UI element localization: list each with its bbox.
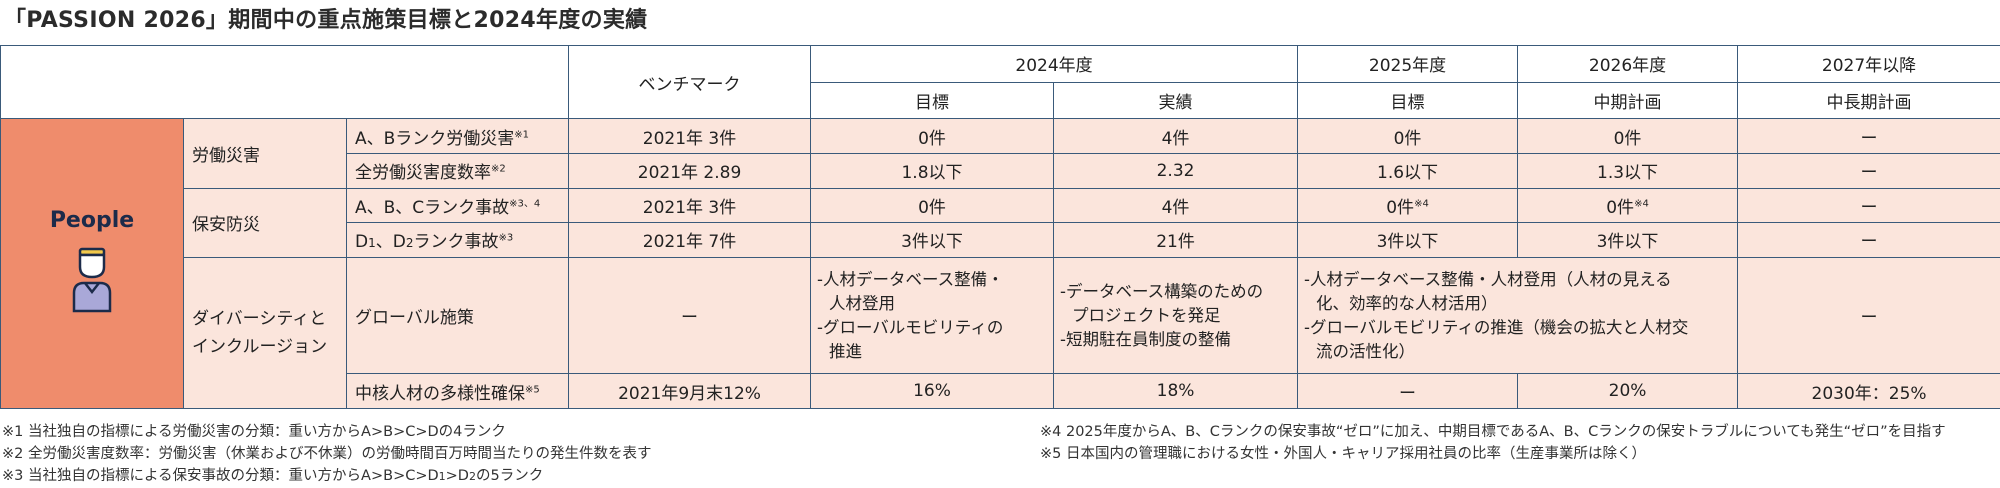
plan-2027-value: ー (1738, 257, 2000, 374)
benchmark-value: 2021年 7件 (569, 223, 811, 258)
table-row: People 労働災害 A、Bランク労働災害※1 2021年 3件 0件 4件 … (1, 119, 2000, 154)
actual-2024-value: 4件 (1054, 119, 1298, 154)
header-fy2026: 2026年度 (1518, 46, 1738, 83)
actual-2024-text: -データベース構築のためのプロジェクトを発足-短期駐在員制度の整備 (1054, 257, 1298, 374)
footnote-5: ※5 日本国内の管理職における女性・外国人・キャリア採用社員の比率（生産事業所は… (1040, 443, 1646, 465)
group-security: 保安防災 (184, 188, 347, 257)
footnote-1: ※1 当社独自の指標による労働災害の分類：重い方からA>B>C>Dの4ランク (2, 421, 506, 443)
plan-2027-value: ー (1738, 119, 2000, 154)
benchmark-value: 2021年 2.89 (569, 154, 811, 189)
actual-2024-value: 4件 (1054, 188, 1298, 223)
plan-2027-value: ー (1738, 154, 2000, 189)
target-2025-value: 0件 (1298, 119, 1518, 154)
footnote-2: ※2 全労働災害度数率：労働災害（休業および不休業）の労働時間百万時間当たりの発… (2, 443, 651, 465)
group-diversity-inclusion: ダイバーシティとインクルージョン (184, 257, 347, 408)
item-d-accident: D1、D2ランク事故※3 (347, 223, 569, 258)
actual-2024-value: 18% (1054, 374, 1298, 409)
target-2024-value: 0件 (811, 188, 1054, 223)
benchmark-value: 2021年9月末12% (569, 374, 811, 409)
kpi-table: ベンチマーク 2024年度 2025年度 2026年度 2027年以降 目標 実… (0, 45, 2000, 409)
target-2024-value: 3件以下 (811, 223, 1054, 258)
item-total-accident-rate: 全労働災害度数率※2 (347, 154, 569, 189)
plan-2026-value: 20% (1518, 374, 1738, 409)
target-2024-text: -人材データベース整備・人材登用-グローバルモビリティの推進 (811, 257, 1054, 374)
target-2025-value: ー (1298, 374, 1518, 409)
plan-2026-value: 3件以下 (1518, 223, 1738, 258)
plan-2026-value: 0件 (1518, 119, 1738, 154)
target-2025-value: 3件以下 (1298, 223, 1518, 258)
plan-2027-value: 2030年：25% (1738, 374, 2000, 409)
item-global-initiatives: グローバル施策 (347, 257, 569, 374)
target-2025-value: 0件※4 (1298, 188, 1518, 223)
benchmark-value: ー (569, 257, 811, 374)
header-fy2024: 2024年度 (811, 46, 1298, 83)
header-empty-cell (1, 46, 569, 119)
header-target: 目標 (811, 82, 1054, 119)
person-icon (72, 247, 112, 315)
page-title: 「PASSION 2026」期間中の重点施策目標と2024年度の実績 (4, 2, 647, 34)
benchmark-value: 2021年 3件 (569, 119, 811, 154)
target-2024-value: 16% (811, 374, 1054, 409)
target-2024-value: 1.8以下 (811, 154, 1054, 189)
actual-2024-value: 2.32 (1054, 154, 1298, 189)
actual-2024-value: 21件 (1054, 223, 1298, 258)
plan-2026-value: 0件※4 (1518, 188, 1738, 223)
people-category-cell: People (1, 119, 184, 409)
item-core-talent-diversity: 中核人材の多様性確保※5 (347, 374, 569, 409)
plan-2026-value: 1.3以下 (1518, 154, 1738, 189)
header-target-2025: 目標 (1298, 82, 1518, 119)
item-abc-accident: A、B、Cランク事故※3、4 (347, 188, 569, 223)
footnote-4: ※4 2025年度からA、B、Cランクの保安事故“ゼロ”に加え、中期目標であるA… (1040, 421, 1946, 443)
benchmark-value: 2021年 3件 (569, 188, 811, 223)
header-fy2025: 2025年度 (1298, 46, 1518, 83)
plan-2025-2026-text: -人材データベース整備・人材登用（人材の見える化、効率的な人材活用）-グローバル… (1298, 257, 1738, 374)
target-2024-value: 0件 (811, 119, 1054, 154)
header-actual: 実績 (1054, 82, 1298, 119)
group-labor-accident: 労働災害 (184, 119, 347, 188)
plan-2027-value: ー (1738, 223, 2000, 258)
table-row: ダイバーシティとインクルージョン グローバル施策 ー -人材データベース整備・人… (1, 257, 2000, 374)
table-row: 保安防災 A、B、Cランク事故※3、4 2021年 3件 0件 4件 0件※4 … (1, 188, 2000, 223)
header-fy2027: 2027年以降 (1738, 46, 2000, 83)
people-label: People (1, 208, 183, 233)
header-longterm-plan: 中長期計画 (1738, 82, 2000, 119)
header-benchmark: ベンチマーク (569, 46, 811, 119)
header-midterm-plan: 中期計画 (1518, 82, 1738, 119)
plan-2027-value: ー (1738, 188, 2000, 223)
item-ab-labor-accident: A、Bランク労働災害※1 (347, 119, 569, 154)
target-2025-value: 1.6以下 (1298, 154, 1518, 189)
